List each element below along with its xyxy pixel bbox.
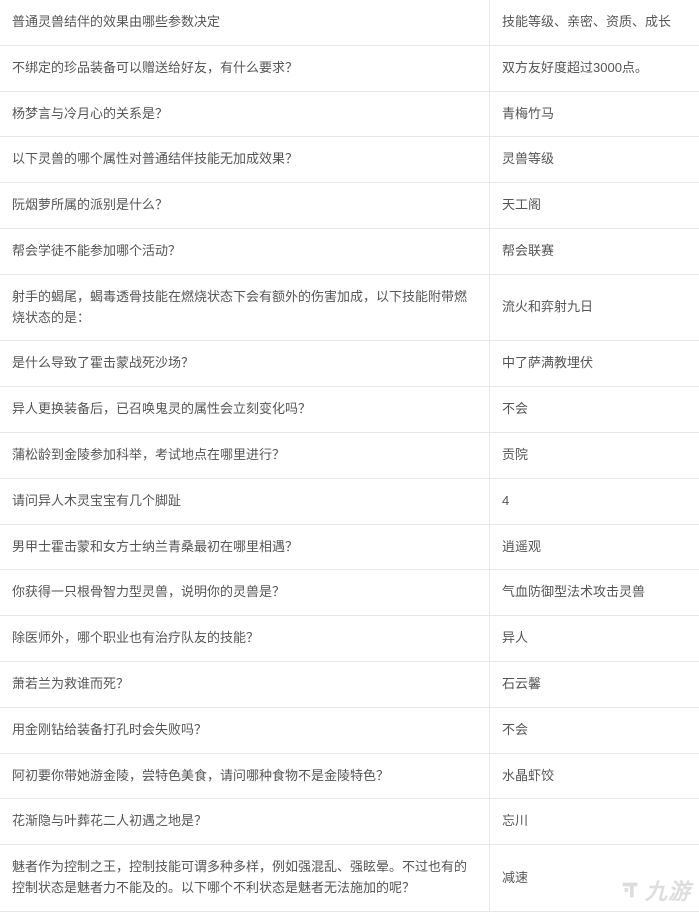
- answer-cell: 不会: [490, 387, 699, 432]
- qa-table: 普通灵兽结伴的效果由哪些参数决定技能等级、亲密、资质、成长不绑定的珍品装备可以赠…: [0, 0, 699, 912]
- table-row: 除医师外，哪个职业也有治疗队友的技能？异人: [0, 616, 699, 662]
- question-cell: 以下灵兽的哪个属性对普通结伴技能无加成效果？: [0, 137, 490, 182]
- table-row: 男甲士霍击蒙和女方士纳兰青桑最初在哪里相遇？逍遥观: [0, 525, 699, 571]
- question-cell: 萧若兰为救谁而死？: [0, 662, 490, 707]
- question-cell: 魅者作为控制之王，控制技能可谓多种多样，例如强混乱、强眩晕。不过也有的控制状态是…: [0, 845, 490, 911]
- answer-cell: 中了萨满教埋伏: [490, 341, 699, 386]
- question-cell: 异人更换装备后，已召唤鬼灵的属性会立刻变化吗？: [0, 387, 490, 432]
- answer-cell: 气血防御型法术攻击灵兽: [490, 570, 699, 615]
- question-cell: 蒲松龄到金陵参加科举，考试地点在哪里进行？: [0, 433, 490, 478]
- table-row: 萧若兰为救谁而死？石云馨: [0, 662, 699, 708]
- answer-cell: 双方友好度超过3000点。: [490, 46, 699, 91]
- table-row: 阿初要你带她游金陵，尝特色美食，请问哪种食物不是金陵特色？水晶虾饺: [0, 754, 699, 800]
- question-cell: 杨梦言与冷月心的关系是？: [0, 92, 490, 137]
- question-cell: 请问异人木灵宝宝有几个脚趾: [0, 479, 490, 524]
- answer-cell: 青梅竹马: [490, 92, 699, 137]
- question-cell: 阮烟萝所属的派别是什么？: [0, 183, 490, 228]
- answer-cell: 异人: [490, 616, 699, 661]
- question-cell: 阿初要你带她游金陵，尝特色美食，请问哪种食物不是金陵特色？: [0, 754, 490, 799]
- table-row: 阮烟萝所属的派别是什么？天工阁: [0, 183, 699, 229]
- answer-cell: 技能等级、亲密、资质、成长: [490, 0, 699, 45]
- table-row: 不绑定的珍品装备可以赠送给好友，有什么要求？双方友好度超过3000点。: [0, 46, 699, 92]
- question-cell: 普通灵兽结伴的效果由哪些参数决定: [0, 0, 490, 45]
- table-row: 花渐隐与叶葬花二人初遇之地是？忘川: [0, 799, 699, 845]
- answer-cell: 灵兽等级: [490, 137, 699, 182]
- question-cell: 射手的蝎尾，蝎毒透骨技能在燃烧状态下会有额外的伤害加成，以下技能附带燃烧状态的是…: [0, 275, 490, 341]
- table-row: 杨梦言与冷月心的关系是？青梅竹马: [0, 92, 699, 138]
- answer-cell: 贡院: [490, 433, 699, 478]
- answer-cell: 逍遥观: [490, 525, 699, 570]
- question-cell: 你获得一只根骨智力型灵兽，说明你的灵兽是？: [0, 570, 490, 615]
- table-row: 是什么导致了霍击蒙战死沙场？中了萨满教埋伏: [0, 341, 699, 387]
- question-cell: 是什么导致了霍击蒙战死沙场？: [0, 341, 490, 386]
- answer-cell: 石云馨: [490, 662, 699, 707]
- answer-cell: 水晶虾饺: [490, 754, 699, 799]
- question-cell: 不绑定的珍品装备可以赠送给好友，有什么要求？: [0, 46, 490, 91]
- table-row: 异人更换装备后，已召唤鬼灵的属性会立刻变化吗？不会: [0, 387, 699, 433]
- answer-cell: 忘川: [490, 799, 699, 844]
- answer-cell: 流火和弈射九日: [490, 275, 699, 341]
- table-row: 魅者作为控制之王，控制技能可谓多种多样，例如强混乱、强眩晕。不过也有的控制状态是…: [0, 845, 699, 912]
- table-row: 以下灵兽的哪个属性对普通结伴技能无加成效果？灵兽等级: [0, 137, 699, 183]
- table-row: 射手的蝎尾，蝎毒透骨技能在燃烧状态下会有额外的伤害加成，以下技能附带燃烧状态的是…: [0, 275, 699, 342]
- table-row: 请问异人木灵宝宝有几个脚趾4: [0, 479, 699, 525]
- question-cell: 帮会学徒不能参加哪个活动？: [0, 229, 490, 274]
- table-row: 帮会学徒不能参加哪个活动？帮会联赛: [0, 229, 699, 275]
- question-cell: 花渐隐与叶葬花二人初遇之地是？: [0, 799, 490, 844]
- answer-cell: 减速: [490, 845, 699, 911]
- answer-cell: 4: [490, 479, 699, 524]
- table-row: 用金刚钻给装备打孔时会失败吗？不会: [0, 708, 699, 754]
- table-row: 蒲松龄到金陵参加科举，考试地点在哪里进行？贡院: [0, 433, 699, 479]
- question-cell: 除医师外，哪个职业也有治疗队友的技能？: [0, 616, 490, 661]
- answer-cell: 帮会联赛: [490, 229, 699, 274]
- table-row: 普通灵兽结伴的效果由哪些参数决定技能等级、亲密、资质、成长: [0, 0, 699, 46]
- question-cell: 用金刚钻给装备打孔时会失败吗？: [0, 708, 490, 753]
- answer-cell: 天工阁: [490, 183, 699, 228]
- question-cell: 男甲士霍击蒙和女方士纳兰青桑最初在哪里相遇？: [0, 525, 490, 570]
- answer-cell: 不会: [490, 708, 699, 753]
- table-row: 你获得一只根骨智力型灵兽，说明你的灵兽是？气血防御型法术攻击灵兽: [0, 570, 699, 616]
